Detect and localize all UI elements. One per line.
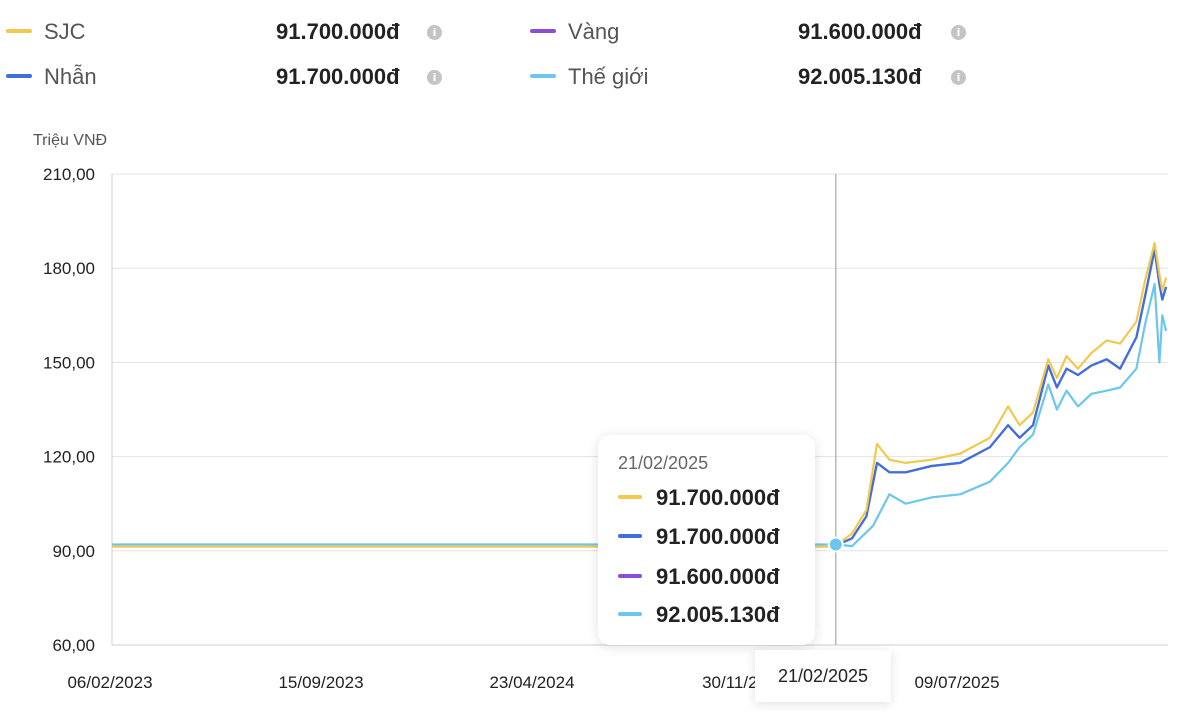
legend-label: Nhẫn (44, 64, 97, 89)
legend-item-nhan[interactable]: Nhẫn 91.700.000đ i (6, 61, 446, 91)
legend-value: 92.005.130đ (798, 64, 922, 89)
info-icon[interactable]: i (951, 70, 966, 85)
legend-label: Vàng (568, 19, 620, 44)
legend-value: 91.700.000đ (276, 64, 400, 89)
tooltip-value: 91.700.000đ (656, 485, 780, 510)
tooltip-swatch (618, 534, 642, 538)
legend-item-sjc[interactable]: SJC 91.700.000đ i (6, 16, 446, 46)
series-line-nhẫn (835, 248, 1168, 547)
legend-swatch (530, 29, 556, 33)
info-icon[interactable]: i (951, 25, 966, 40)
tooltip-swatch (618, 574, 642, 578)
tooltip-value: 92.005.130đ (656, 602, 780, 627)
crosshair-x-label: 21/02/2025 (755, 650, 891, 702)
y-tick-label: 60,00 (52, 636, 95, 655)
legend-value: 91.700.000đ (276, 19, 400, 44)
info-icon[interactable]: i (427, 25, 442, 40)
tooltip-date: 21/02/2025 (618, 453, 709, 473)
tooltip-swatch (618, 612, 642, 616)
tooltip-value: 91.700.000đ (656, 524, 780, 549)
x-tick-label: 15/09/2023 (278, 673, 363, 692)
highlight-point (827, 536, 844, 553)
y-tick-label: 210,00 (43, 165, 95, 184)
tooltip-swatch (618, 495, 642, 499)
legend-value: 91.600.000đ (798, 19, 922, 44)
series-line-sjc (835, 242, 1168, 547)
info-icon[interactable]: i (427, 70, 442, 85)
legend-swatch (530, 74, 556, 78)
tooltip-value: 91.600.000đ (656, 564, 780, 589)
legend-label: SJC (44, 19, 86, 44)
y-tick-label: 150,00 (43, 353, 95, 372)
legend-label: Thế giới (568, 64, 649, 89)
y-tick-label: 90,00 (52, 542, 95, 561)
y-axis-label: Triệu VNĐ (33, 132, 107, 149)
chart-tooltip: 21/02/2025 91.700.000đ 91.700.000đ 91.60… (598, 435, 815, 645)
y-tick-label: 120,00 (43, 448, 95, 467)
legend: SJC 91.700.000đ i Vàng 91.600.000đ i Nhẫ… (0, 0, 1190, 110)
legend-swatch (6, 74, 32, 78)
x-tick-label: 09/07/2025 (914, 673, 999, 692)
legend-item-the-gioi[interactable]: Thế giới 92.005.130đ i (530, 61, 970, 91)
x-tick-label: 06/02/2023 (67, 673, 152, 692)
series-line-thế-giới (112, 282, 1168, 548)
x-tick-label: 23/04/2024 (489, 673, 574, 692)
legend-item-vang[interactable]: Vàng 91.600.000đ i (530, 16, 970, 46)
y-tick-label: 180,00 (43, 259, 95, 278)
legend-swatch (6, 29, 32, 33)
